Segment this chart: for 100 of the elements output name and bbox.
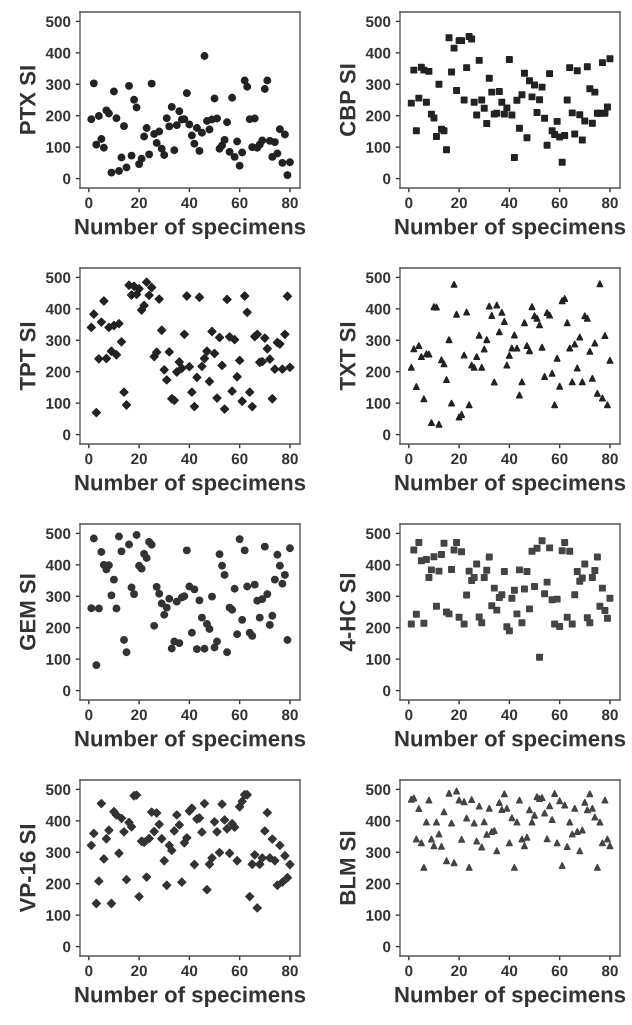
y-tick-label: 100 <box>46 398 71 409</box>
x-axis-title: Number of specimens <box>75 218 306 239</box>
x-tick-label: 20 <box>451 965 467 977</box>
y-tick-label: 200 <box>46 622 71 634</box>
y-tick-label: 500 <box>45 784 71 796</box>
x-tick-label: 80 <box>601 453 618 465</box>
x-tick-label: 60 <box>231 709 248 721</box>
x-tick-label: 60 <box>551 197 568 209</box>
y-tick-label: 300 <box>365 847 391 858</box>
x-tick-label: 40 <box>501 709 518 721</box>
x-tick-label: 0 <box>405 197 413 209</box>
x-axis-title: Number of specimens <box>395 730 626 751</box>
x-tick-label: 20 <box>131 709 147 721</box>
x-tick-label: 0 <box>405 965 413 977</box>
x-tick-label: 0 <box>405 709 413 721</box>
y-tick-label: 0 <box>63 941 71 953</box>
y-tick-label: 300 <box>365 591 391 602</box>
y-tick-label: 0 <box>383 429 391 441</box>
x-tick-label: 60 <box>551 453 568 465</box>
x-axis-title: Number of specimens <box>395 986 626 1007</box>
y-tick-label: 400 <box>45 47 71 59</box>
x-tick-label: 40 <box>501 197 518 209</box>
y-tick-label: 0 <box>383 941 391 953</box>
x-tick-label: 0 <box>85 197 93 209</box>
y-tick-label: 300 <box>45 79 71 90</box>
x-tick-label: 80 <box>281 709 298 721</box>
y-tick-label: 200 <box>366 878 391 890</box>
y-tick-label: 400 <box>45 815 71 827</box>
y-tick-label: 0 <box>383 173 391 185</box>
x-tick-label: 80 <box>281 453 298 465</box>
y-tick-label: 500 <box>365 272 391 284</box>
y-axis-title: CBP SI <box>339 64 356 136</box>
y-tick-label: 500 <box>365 528 391 540</box>
y-axis-title: VP-16 SI <box>19 825 36 913</box>
y-tick-label: 200 <box>46 110 71 122</box>
y-tick-label: 100 <box>46 654 71 665</box>
y-axis-title: TPT SI <box>19 322 36 391</box>
x-axis-title: Number of specimens <box>395 474 626 495</box>
y-tick-label: 400 <box>365 559 391 571</box>
y-tick-label: 300 <box>365 79 391 90</box>
x-tick-label: 40 <box>501 965 518 977</box>
y-tick-label: 300 <box>45 591 71 602</box>
y-tick-label: 100 <box>366 654 391 665</box>
y-axis-title: GEM SI <box>19 574 36 650</box>
x-tick-label: 80 <box>601 965 618 977</box>
x-tick-label: 80 <box>601 197 618 209</box>
y-tick-label: 100 <box>46 910 71 921</box>
y-tick-label: 500 <box>365 16 391 28</box>
x-axis-title: Number of specimens <box>75 730 306 751</box>
y-tick-label: 200 <box>366 110 391 122</box>
x-tick-label: 20 <box>451 197 467 209</box>
y-tick-label: 200 <box>46 366 71 378</box>
y-tick-label: 300 <box>365 335 391 346</box>
y-tick-label: 200 <box>46 878 71 890</box>
x-tick-label: 0 <box>85 965 93 977</box>
x-axis-title: Number of specimens <box>75 986 306 1007</box>
x-tick-label: 20 <box>131 453 147 465</box>
x-tick-label: 40 <box>181 965 198 977</box>
y-tick-label: 400 <box>365 47 391 59</box>
x-tick-label: 40 <box>181 709 198 721</box>
y-tick-label: 300 <box>45 335 71 346</box>
y-axis-title: 4-HC SI <box>339 573 356 652</box>
y-tick-label: 0 <box>63 429 71 441</box>
y-tick-label: 500 <box>45 16 71 28</box>
x-tick-label: 40 <box>181 197 198 209</box>
x-tick-label: 20 <box>451 709 467 721</box>
x-tick-label: 40 <box>501 453 518 465</box>
y-tick-label: 100 <box>46 142 71 153</box>
y-axis-title: PTX SI <box>19 66 36 134</box>
y-tick-label: 200 <box>366 622 391 634</box>
y-tick-label: 0 <box>63 173 71 185</box>
y-tick-label: 500 <box>365 784 391 796</box>
x-tick-label: 20 <box>451 453 467 465</box>
x-tick-label: 20 <box>131 965 147 977</box>
y-tick-label: 100 <box>366 142 391 153</box>
x-axis-title: Number of specimens <box>75 474 306 495</box>
y-tick-label: 100 <box>366 398 391 409</box>
y-axis-title: BLM SI <box>339 831 356 905</box>
y-tick-label: 400 <box>45 559 71 571</box>
y-tick-label: 0 <box>63 685 71 697</box>
x-axis-title: Number of specimens <box>395 218 626 239</box>
x-tick-label: 60 <box>551 709 568 721</box>
y-tick-label: 500 <box>45 528 71 540</box>
x-tick-label: 60 <box>551 965 568 977</box>
x-tick-label: 80 <box>281 197 298 209</box>
x-tick-label: 80 <box>601 709 618 721</box>
x-tick-label: 60 <box>231 197 248 209</box>
y-axis-title: TXT SI <box>339 322 356 391</box>
y-tick-label: 100 <box>366 910 391 921</box>
y-tick-label: 200 <box>366 366 391 378</box>
x-tick-label: 0 <box>85 709 93 721</box>
y-tick-label: 400 <box>365 815 391 827</box>
x-tick-label: 60 <box>231 453 248 465</box>
y-tick-label: 400 <box>45 303 71 315</box>
y-tick-label: 400 <box>365 303 391 315</box>
x-tick-label: 60 <box>231 965 248 977</box>
x-tick-label: 20 <box>131 197 147 209</box>
x-tick-label: 0 <box>405 453 413 465</box>
y-tick-label: 0 <box>383 685 391 697</box>
x-tick-label: 80 <box>281 965 298 977</box>
